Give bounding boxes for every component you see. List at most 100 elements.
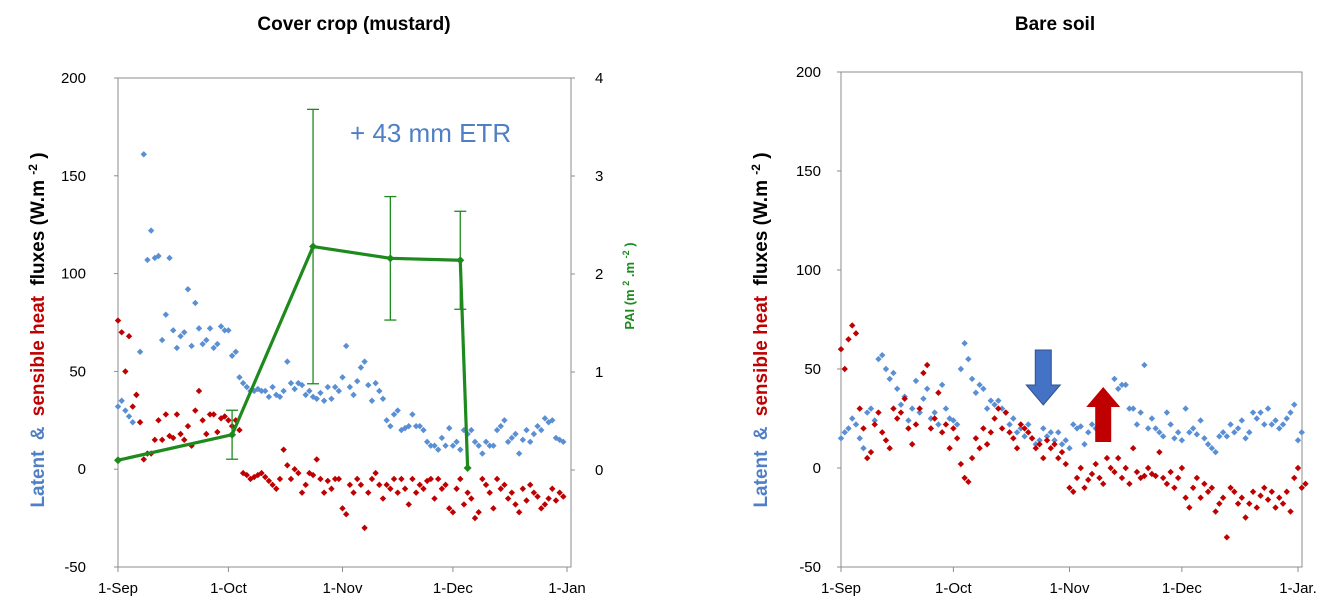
data-point (1193, 431, 1201, 438)
data-point (357, 364, 365, 371)
ylabel-fluxes: fluxes (W.m (751, 180, 772, 286)
data-point (935, 389, 942, 396)
data-point (1291, 474, 1298, 482)
data-point (269, 481, 276, 489)
data-point (1066, 445, 1073, 452)
data-point (1036, 441, 1043, 448)
data-point (1025, 421, 1032, 428)
data-point (886, 445, 893, 452)
data-point (871, 421, 878, 428)
data-point (923, 361, 931, 369)
data-point (181, 436, 188, 444)
data-point (1178, 437, 1186, 444)
data-point (1298, 484, 1305, 491)
data-point (950, 417, 957, 424)
data-point (490, 442, 497, 449)
latent-series (114, 151, 567, 457)
x-tick-label: 1-Dec (433, 580, 474, 597)
data-point (1122, 464, 1129, 472)
data-point (552, 497, 560, 504)
data-point (335, 475, 343, 483)
data-point (1051, 437, 1058, 444)
data-point (1070, 421, 1077, 428)
data-point (1197, 417, 1204, 424)
data-point (1081, 484, 1088, 491)
data-point (1291, 401, 1298, 408)
data-point (1156, 448, 1163, 456)
data-point (1272, 504, 1279, 511)
data-point (412, 422, 420, 430)
data-point (372, 379, 379, 387)
y-tick-label: 0 (813, 460, 821, 477)
latent-series (837, 340, 1305, 456)
data-point (1298, 429, 1305, 436)
data-point (953, 421, 961, 428)
data-point (1201, 435, 1208, 442)
data-point (991, 415, 998, 422)
ylabel-sensible: sensible heat (28, 295, 49, 416)
data-point (991, 401, 998, 408)
data-point (1171, 435, 1178, 442)
arrows (1025, 349, 1121, 442)
data-point (893, 415, 901, 422)
data-point (1062, 437, 1069, 444)
data-point (1032, 441, 1039, 448)
data-point (206, 411, 214, 418)
y2label-close: ) (622, 242, 637, 246)
data-point (1129, 405, 1137, 412)
data-point (1178, 464, 1186, 472)
data-point (453, 438, 460, 446)
data-point (177, 332, 184, 340)
data-point (912, 421, 920, 428)
data-point (1216, 433, 1223, 440)
data-point (147, 227, 155, 234)
y2-tick-label: 0 (595, 462, 603, 479)
data-point (504, 438, 512, 446)
data-point (1047, 445, 1054, 452)
x-tick-label: 1-Jar. (1279, 580, 1317, 597)
data-point (199, 340, 206, 348)
data-point (335, 387, 343, 395)
data-point (1242, 435, 1249, 442)
data-point (1238, 494, 1246, 501)
data-point (856, 405, 863, 412)
data-point (897, 401, 905, 408)
data-point (114, 403, 122, 410)
data-point (501, 417, 508, 424)
data-point (983, 405, 991, 412)
data-point (1257, 492, 1264, 499)
data-point (265, 477, 273, 485)
data-point (856, 435, 863, 442)
data-point (1107, 464, 1114, 472)
data-point (1058, 441, 1066, 448)
y-tick-label: 150 (796, 163, 821, 180)
data-point (427, 475, 435, 483)
data-point (173, 344, 181, 352)
data-point (549, 417, 556, 424)
data-point (1159, 474, 1167, 482)
data-point (534, 422, 541, 430)
data-point (901, 395, 908, 402)
data-point (1017, 421, 1025, 428)
data-point (1077, 464, 1084, 472)
data-point (379, 495, 387, 502)
data-point (155, 252, 162, 260)
data-point (1021, 425, 1028, 432)
bare-soil-chart: Bare soil 200 150 100 50 0 -50 1-Sep 1-Oct 1-No… (749, 14, 1317, 597)
data-point (1148, 470, 1156, 478)
data-point (512, 501, 519, 508)
data-point (457, 446, 464, 453)
y-tick-label: 200 (796, 64, 821, 81)
data-point (512, 430, 519, 438)
data-point (162, 311, 170, 318)
data-point (927, 425, 935, 432)
data-point (1261, 484, 1268, 491)
data-point (412, 489, 420, 496)
pai-series (114, 108, 472, 473)
data-point (317, 389, 324, 397)
data-point (867, 448, 875, 456)
data-point (1186, 429, 1193, 436)
data-point (1167, 421, 1174, 428)
data-point (151, 436, 159, 444)
data-point (1137, 409, 1144, 416)
